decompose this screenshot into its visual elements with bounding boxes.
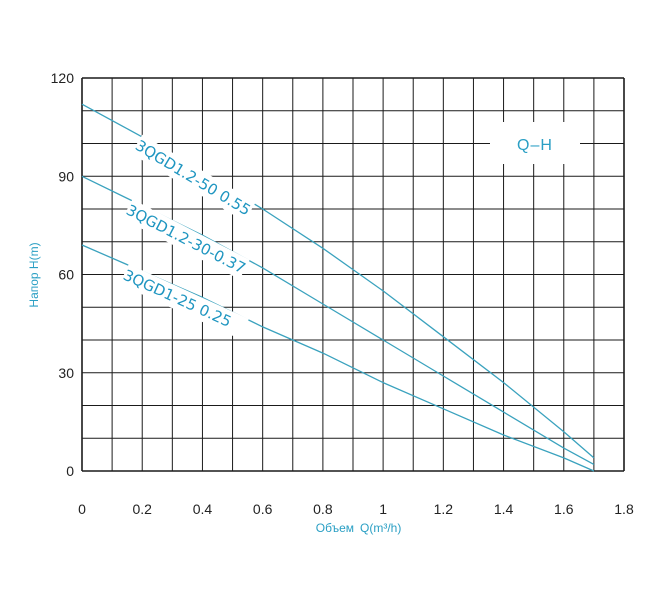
y-tick-label: 60 <box>58 267 74 283</box>
x-axis-title: Объем <box>316 521 354 535</box>
x-tick-label: 1 <box>379 501 387 517</box>
y-tick-label: 90 <box>58 168 74 184</box>
x-tick-label: 0.8 <box>313 501 333 517</box>
y-tick-label: 30 <box>58 365 74 381</box>
curve-label-background <box>119 264 249 340</box>
legend-box-background <box>490 122 580 164</box>
x-axis-ticks: 0 0.2 0.4 0.6 0.8 1 1.2 1.4 1.6 1.8 <box>78 501 634 517</box>
x-tick-label: 0.4 <box>193 501 213 517</box>
x-tick-label: 0 <box>78 501 86 517</box>
curve-label-background <box>122 199 250 280</box>
curve-label-background <box>131 134 256 222</box>
legend-box-label: Q–H <box>517 137 553 154</box>
y-tick-label: 120 <box>51 70 75 86</box>
series-label-3: 3QGD1-25 0.25 <box>120 266 234 331</box>
x-tick-label: 1.6 <box>554 501 574 517</box>
y-axis-title: Напор H(m) <box>27 242 41 307</box>
y-axis-ticks: 0 30 60 90 120 <box>51 70 75 479</box>
x-tick-label: 1.8 <box>614 501 634 517</box>
y-tick-label: 0 <box>66 463 74 479</box>
x-tick-label: 0.6 <box>253 501 273 517</box>
x-tick-label: 1.2 <box>434 501 454 517</box>
series-label-1: 3QGD1.2-50 0.55 <box>132 136 254 219</box>
x-tick-label: 0.2 <box>132 501 152 517</box>
x-axis-unit: Q(m³/h) <box>360 521 401 535</box>
x-tick-label: 1.4 <box>494 501 514 517</box>
